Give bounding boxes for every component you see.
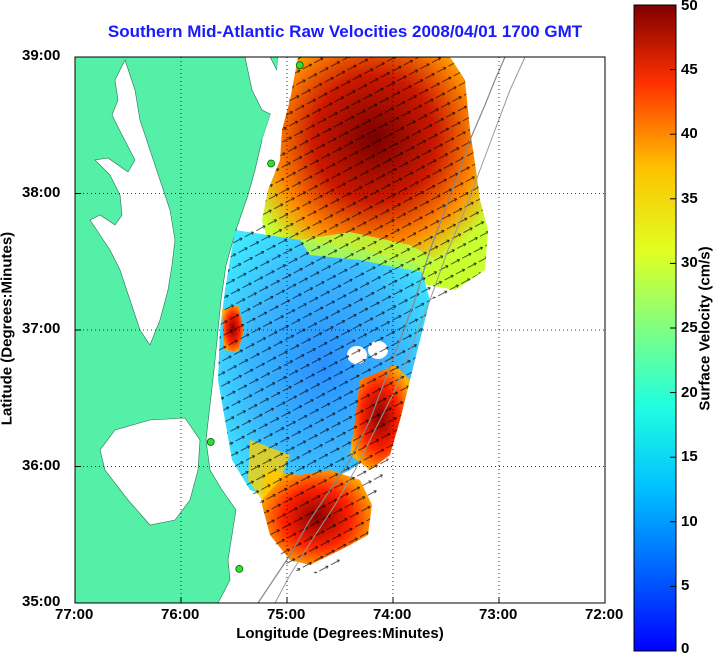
station-marker (235, 564, 244, 573)
station-marker (206, 438, 215, 446)
coastal-strip (262, 57, 300, 140)
colorbar-tick-label: 30 (681, 254, 698, 272)
station-markers (206, 61, 304, 573)
colorbar-tick-label: 50 (681, 0, 698, 14)
colorbar-tick-label: 15 (681, 448, 698, 466)
y-tick-label: 39:00 (22, 47, 61, 64)
chart-title: Southern Mid-Atlantic Raw Velocities 200… (107, 22, 583, 41)
y-tick-label: 35:00 (22, 593, 61, 610)
x-tick-label: 73:00 (479, 606, 518, 623)
pamlico-sound (99, 417, 201, 526)
velocity-vectors (218, 57, 488, 575)
bathymetry-contour (257, 57, 506, 603)
bathymetry-contour-2 (274, 57, 526, 603)
axis-ticks (75, 193, 500, 603)
colorbar-ticks (670, 4, 676, 652)
y-axis-label: Latitude (Degrees:Minutes) (0, 231, 16, 426)
colorbar-tick-label: 45 (681, 60, 698, 78)
x-tick-label: 77:00 (55, 606, 94, 623)
x-tick-label: 75:00 (267, 606, 306, 623)
colorbar-label: Surface Velocity (cm/s) (696, 246, 714, 411)
y-tick-label: 38:00 (22, 183, 61, 201)
colorbar-tick-label: 40 (681, 125, 698, 143)
x-tick-label: 72:00 (585, 606, 624, 623)
colorbar-tick-label: 20 (681, 383, 698, 401)
colorbar-tick-label: 0 (681, 640, 690, 657)
colorbar-tick-label: 25 (681, 319, 698, 336)
colorbar-tick-label: 35 (681, 189, 698, 207)
chesapeake-bay (89, 59, 176, 346)
station-marker (295, 61, 304, 70)
colorbar-tick-label: 5 (681, 577, 690, 595)
grid-lines (75, 57, 605, 603)
x-axis-label: Longitude (Degrees:Minutes) (236, 625, 444, 642)
x-tick-label: 74:00 (373, 606, 412, 623)
y-tick-label: 37:00 (22, 320, 61, 337)
plot-frame (74, 56, 606, 604)
colorbar-tick-label: 10 (681, 512, 698, 530)
y-tick-label: 36:00 (22, 456, 61, 474)
station-marker (267, 159, 276, 168)
x-tick-label: 76:00 (161, 606, 200, 623)
colorbar (633, 4, 677, 652)
